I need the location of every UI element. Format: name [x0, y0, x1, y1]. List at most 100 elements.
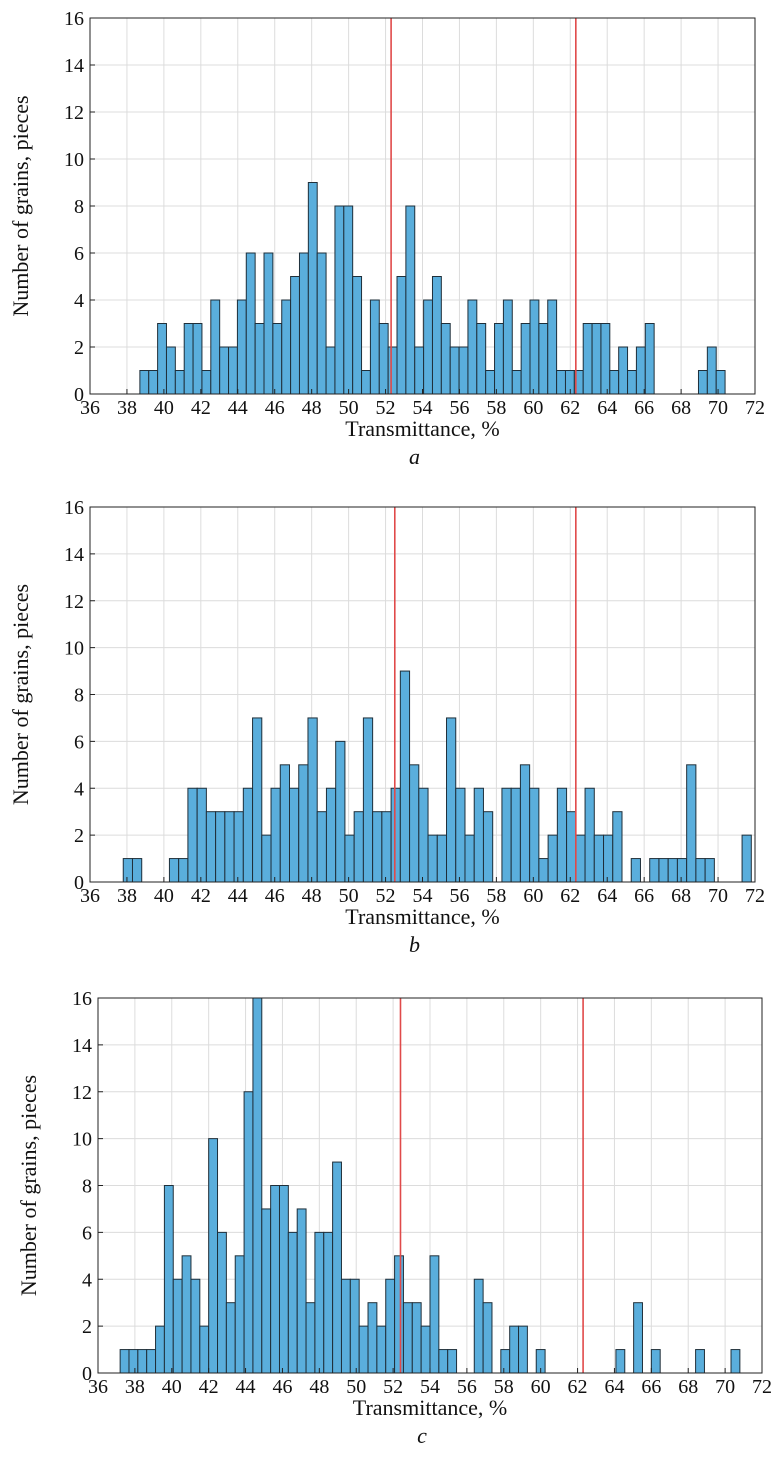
histogram-bar: [455, 787, 466, 883]
x-tick-label: 62: [568, 1376, 588, 1398]
x-tick-label: 36: [80, 397, 100, 419]
x-tick-label: 56: [457, 1376, 477, 1398]
histogram-bar: [325, 787, 337, 883]
x-tick-label: 38: [117, 397, 137, 419]
x-tick-label: 60: [523, 397, 543, 419]
histogram-bar: [298, 764, 309, 883]
histogram-bar: [278, 1185, 289, 1374]
y-tick-label: 0: [74, 384, 84, 406]
panel-c: 36 38 40 42 44 46 48 50 52 54 56 58 60 62 64 66 68 70 72 0…: [16, 988, 772, 1448]
histogram-bar: [436, 834, 448, 883]
y-tick-label: 16: [64, 497, 84, 519]
histogram-bar: [325, 346, 336, 395]
histogram-bar: [122, 858, 133, 883]
histogram-bar: [196, 787, 207, 883]
x-tick-labels-a: 36 38 40 42 44 46 48 50 52 54 56 58 60 62 64 66 68 70 72: [80, 389, 765, 419]
histogram-bar: [431, 276, 442, 395]
x-tick-label: 50: [339, 885, 359, 907]
histogram-bar: [378, 323, 389, 395]
histogram-bar: [281, 299, 292, 395]
histogram-bar: [252, 997, 263, 1374]
histogram-bar: [376, 1325, 387, 1374]
histogram-bar: [307, 717, 318, 883]
x-tick-label: 56: [449, 885, 469, 907]
panel-a: 36 38 40 42 44 46 48 50 52 54 56 58 60 62 64 66 68 70 72 0…: [8, 8, 765, 469]
histogram-bar: [547, 299, 558, 395]
histogram-bar: [482, 811, 494, 883]
x-tick-label: 52: [376, 397, 396, 419]
x-tick-label: 40: [162, 1376, 182, 1398]
histogram-bar: [650, 1349, 661, 1374]
histogram-bar: [449, 346, 460, 395]
x-axis-label-a: Transmittance, %: [345, 416, 499, 441]
histogram-bar: [730, 1349, 741, 1374]
y-tick-label: 14: [64, 55, 84, 77]
histogram-bar: [547, 834, 558, 883]
x-tick-label: 70: [708, 885, 728, 907]
x-tick-label: 68: [678, 1376, 698, 1398]
histogram-bar: [307, 182, 318, 395]
histogram-bar: [600, 323, 611, 395]
histogram-bar: [467, 299, 478, 395]
y-axis-label-b: Number of grains, pieces: [8, 584, 33, 805]
histogram-bar: [225, 1302, 236, 1374]
histogram-bar: [500, 1349, 511, 1374]
y-tick-label: 6: [82, 1222, 92, 1244]
histogram-bar: [290, 276, 300, 395]
histogram-bar: [233, 811, 244, 883]
histogram-bar: [394, 1255, 404, 1374]
histogram-bar: [372, 811, 383, 883]
x-tick-label: 50: [346, 1376, 366, 1398]
histogram-bar: [458, 346, 469, 395]
histogram-bar: [704, 858, 715, 883]
x-tick-label: 58: [486, 885, 506, 907]
histogram-bar: [603, 834, 614, 883]
reference-lines-a: [390, 18, 577, 394]
y-tick-labels-b: 0 2 4 6 8 10 12 14 16: [64, 497, 95, 894]
histogram-bar: [633, 1302, 643, 1374]
y-tick-label: 0: [74, 872, 84, 894]
histogram-bar: [676, 858, 688, 883]
x-tick-label: 70: [708, 397, 728, 419]
histogram-bar: [473, 787, 484, 883]
histogram-bar: [358, 1325, 369, 1374]
histogram-bar: [287, 1231, 298, 1374]
x-tick-label: 66: [634, 397, 654, 419]
histogram-bar: [476, 323, 487, 395]
histogram-bar: [440, 323, 451, 395]
y-tick-label: 10: [64, 638, 84, 660]
histogram-bar: [296, 1208, 307, 1374]
y-axis-label-c: Number of grains, pieces: [16, 1075, 41, 1296]
histogram-bar: [217, 1231, 227, 1374]
histogram-bar: [243, 1091, 254, 1374]
x-tick-labels-c: 36 38 40 42 44 46 48 50 52 54 56 58 60 62 64 66 68 70 72: [88, 1368, 772, 1398]
x-tick-label: 54: [413, 885, 433, 907]
histogram-bar: [695, 1349, 705, 1374]
histogram-bar: [210, 299, 221, 395]
histogram-bar: [396, 276, 407, 395]
histogram-bar: [538, 323, 549, 395]
x-tick-label: 46: [265, 885, 285, 907]
x-axis-label-b: Transmittance, %: [345, 904, 499, 929]
histogram-bar: [344, 834, 355, 883]
x-tick-label: 44: [236, 1376, 256, 1398]
histogram-bar: [187, 787, 198, 883]
x-tick-label: 60: [531, 1376, 551, 1398]
histogram-bar: [618, 346, 629, 395]
x-tick-label: 72: [752, 1376, 772, 1398]
y-tick-label: 2: [74, 825, 84, 847]
x-tick-label: 40: [154, 397, 174, 419]
histogram-bar: [609, 370, 620, 395]
histogram-bar: [131, 858, 143, 883]
histogram-bar: [582, 323, 593, 395]
histogram-bar: [272, 323, 283, 395]
histogram-bar: [630, 858, 641, 883]
histogram-bar: [405, 205, 416, 395]
x-tick-label: 62: [560, 397, 580, 419]
histogram-bar: [190, 1278, 201, 1374]
x-tick-label: 44: [228, 397, 248, 419]
histogram-bar: [332, 1161, 342, 1374]
histogram-bar: [289, 787, 300, 883]
x-tick-label: 62: [560, 885, 580, 907]
